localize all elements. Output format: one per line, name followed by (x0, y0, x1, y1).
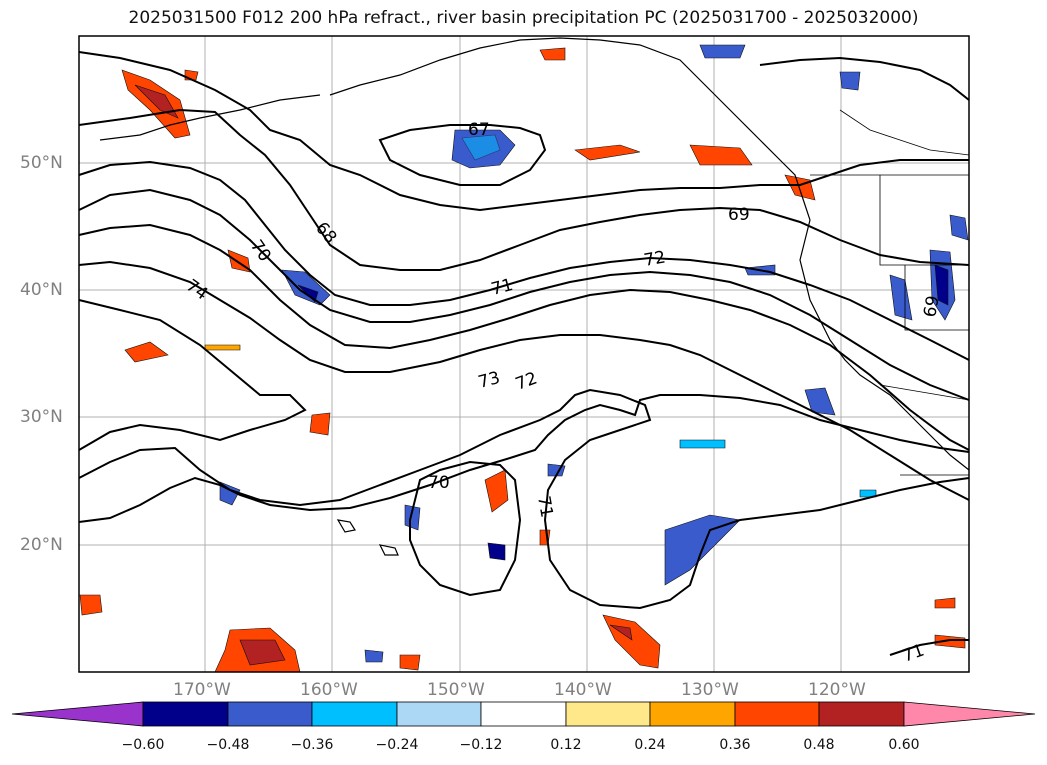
colorbar-swatch (480, 701, 567, 727)
contour-label: 67 (468, 120, 490, 140)
colorbar-tick-label: −0.12 (459, 737, 503, 753)
lat-tick-label: 20°N (20, 535, 63, 555)
colorbar-extend-low (11, 701, 144, 727)
contour-label: 69 (728, 205, 750, 225)
contour-label: 69 (920, 294, 943, 319)
refractivity-contours (78, 51, 970, 656)
colorbar-tick-label: 0.12 (550, 737, 582, 753)
contour-label: 71 (533, 494, 556, 519)
colorbar-swatch (396, 701, 482, 727)
lon-tick-label: 130°W (681, 680, 739, 700)
contour-label: 72 (642, 247, 667, 270)
lon-tick-label: 150°W (427, 680, 485, 700)
colorbar-tick-label: −0.36 (290, 737, 334, 753)
colorbar-swatch (311, 701, 398, 727)
map-title: 2025031500 F012 200 hPa refract., river … (128, 8, 919, 28)
colorbar-swatch (565, 701, 651, 727)
colorbar-swatch (818, 701, 905, 727)
positive-precip-shading (79, 47, 966, 673)
lat-tick-label: 30°N (20, 407, 63, 427)
colorbar-swatch (649, 701, 736, 727)
lat-tick-label: 40°N (20, 280, 63, 300)
colorbar (11, 701, 1036, 727)
lon-tick-label: 160°W (300, 680, 358, 700)
colorbar-swatch (142, 701, 229, 727)
colorbar-tick-label: −0.60 (121, 737, 165, 753)
colorbar-tick-label: 0.36 (719, 737, 751, 753)
map-frame (78, 35, 970, 673)
lat-tick-label: 50°N (20, 153, 63, 173)
coastlines (99, 37, 970, 556)
lon-tick-label: 140°W (554, 680, 612, 700)
colorbar-tick-label: 0.24 (634, 737, 666, 753)
colorbar-tick-label: −0.24 (375, 737, 419, 753)
political-borders (810, 109, 970, 476)
colorbar-tick-label: −0.48 (206, 737, 250, 753)
colorbar-extend-high (903, 701, 1036, 727)
lon-tick-label: 120°W (808, 680, 866, 700)
contour-label: 70 (428, 473, 450, 493)
colorbar-swatch (734, 701, 820, 727)
colorbar-tick-label: 0.48 (803, 737, 835, 753)
colorbar-tick-label: 0.60 (888, 737, 920, 753)
colorbar-swatch (227, 701, 313, 727)
lon-tick-label: 170°W (173, 680, 231, 700)
map-area (79, 36, 969, 672)
